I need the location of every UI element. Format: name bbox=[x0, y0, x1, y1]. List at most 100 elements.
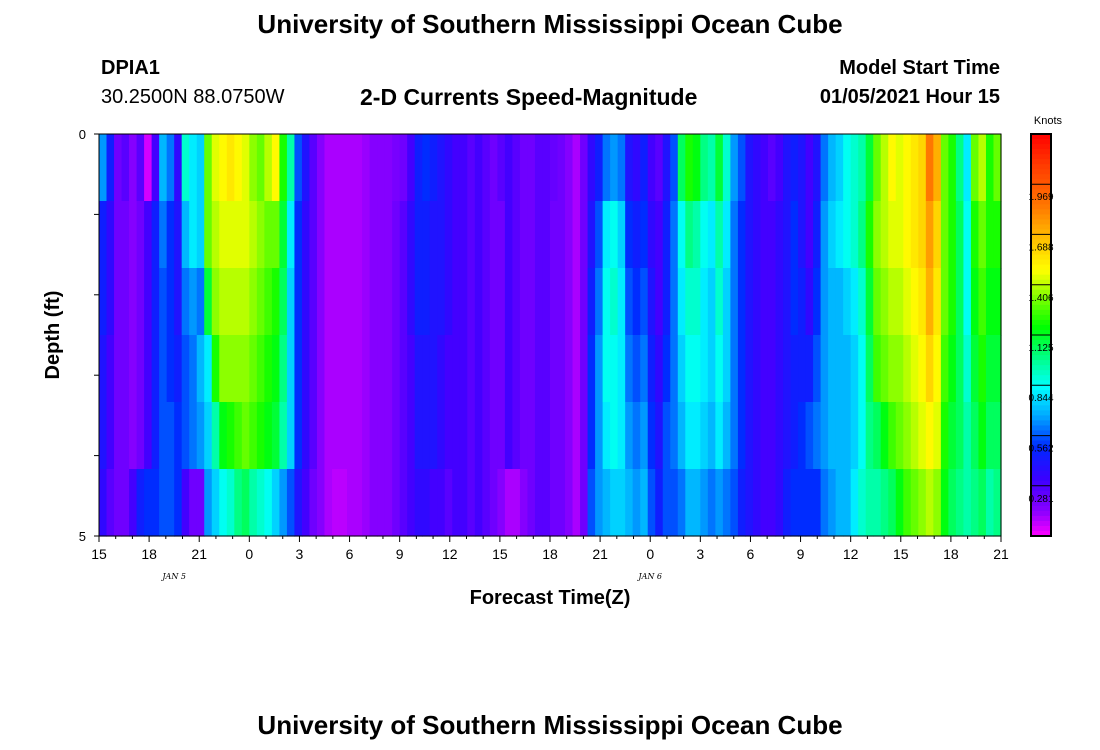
heatmap-cell bbox=[625, 335, 634, 403]
colorbar-segment bbox=[1031, 324, 1051, 331]
colorbar-tick-label: 1.406 bbox=[1028, 293, 1053, 304]
heatmap-cell bbox=[377, 469, 386, 537]
heatmap-cell bbox=[655, 402, 664, 470]
heatmap-cell bbox=[970, 469, 980, 537]
heatmap-cell bbox=[745, 402, 754, 470]
heatmap-cell bbox=[595, 402, 604, 470]
heatmap-cell bbox=[234, 134, 243, 202]
heatmap-cell bbox=[527, 201, 536, 269]
heatmap-cell bbox=[798, 201, 807, 269]
heatmap-cell bbox=[722, 134, 731, 202]
heatmap-cell bbox=[354, 402, 363, 470]
heatmap-cell bbox=[790, 335, 799, 403]
heatmap-cell bbox=[219, 402, 228, 470]
heatmap-cell bbox=[602, 134, 611, 202]
heatmap-cell bbox=[347, 469, 356, 537]
heatmap-cell bbox=[670, 268, 679, 336]
heatmap-cell bbox=[707, 134, 716, 202]
heatmap-cell bbox=[414, 469, 423, 537]
heatmap-cell bbox=[587, 268, 596, 336]
heatmap-cell bbox=[625, 201, 634, 269]
heatmap-cell bbox=[114, 201, 123, 269]
heatmap-cell bbox=[429, 268, 438, 336]
heatmap-cell bbox=[752, 268, 762, 336]
heatmap-cell bbox=[685, 402, 694, 470]
heatmap-cell bbox=[99, 268, 108, 336]
heatmap-cell bbox=[963, 402, 972, 470]
heatmap-cell bbox=[316, 268, 326, 336]
heatmap-cell bbox=[798, 402, 807, 470]
colorbar-segment bbox=[1031, 450, 1051, 457]
heatmap-cell bbox=[692, 201, 701, 269]
heatmap-cell bbox=[354, 469, 363, 537]
heatmap-cell bbox=[234, 201, 243, 269]
model-start-value: 01/05/2021 Hour 15 bbox=[819, 86, 1000, 108]
heatmap-cell bbox=[204, 134, 213, 202]
heatmap-cell bbox=[414, 402, 423, 470]
heatmap-cell bbox=[452, 469, 461, 537]
heatmap-cell bbox=[166, 402, 175, 470]
heatmap-cell bbox=[369, 134, 378, 202]
heatmap-cell bbox=[993, 469, 1002, 537]
heatmap-cell bbox=[279, 402, 288, 470]
heatmap-cell bbox=[332, 335, 341, 403]
colorbar-segment bbox=[1031, 219, 1051, 226]
heatmap-cell bbox=[474, 201, 483, 269]
heatmap-cell bbox=[474, 402, 483, 470]
heatmap-cell bbox=[129, 335, 138, 403]
heatmap-cell bbox=[550, 268, 559, 336]
heatmap-cell bbox=[850, 469, 859, 537]
heatmap-cell bbox=[843, 201, 852, 269]
heatmap-cell bbox=[933, 469, 942, 537]
heatmap-cell bbox=[264, 335, 273, 403]
heatmap-cell bbox=[767, 335, 777, 403]
heatmap-cell bbox=[219, 469, 228, 537]
colorbar-segment bbox=[1031, 530, 1051, 537]
heatmap-cell bbox=[587, 335, 596, 403]
heatmap-cell bbox=[144, 402, 153, 470]
heatmap-cell bbox=[835, 402, 844, 470]
heatmap-cell bbox=[174, 469, 183, 537]
heatmap-cell bbox=[407, 335, 416, 403]
heatmap-cell bbox=[580, 335, 589, 403]
heatmap-cell bbox=[715, 335, 724, 403]
heatmap-cell bbox=[828, 268, 837, 336]
heatmap-cell bbox=[850, 402, 859, 470]
colorbar-segment bbox=[1031, 144, 1051, 150]
heatmap-cell bbox=[497, 335, 506, 403]
heatmap-cell bbox=[910, 134, 919, 202]
colorbar-tick-label: 0.844 bbox=[1028, 393, 1053, 404]
colorbar-segment bbox=[1031, 495, 1051, 502]
heatmap-cell bbox=[264, 469, 273, 537]
x-tick-label: 15 bbox=[893, 546, 909, 562]
station-id: DPIA1 bbox=[101, 57, 160, 79]
heatmap-cell bbox=[850, 335, 859, 403]
heatmap-cell bbox=[895, 134, 904, 202]
heatmap-cell bbox=[963, 201, 972, 269]
heatmap-cell bbox=[707, 335, 716, 403]
heatmap-cell bbox=[129, 469, 138, 537]
heatmap-cell bbox=[332, 134, 341, 202]
heatmap-cell bbox=[422, 402, 431, 470]
heatmap-cell bbox=[948, 201, 957, 269]
heatmap-cell bbox=[595, 268, 604, 336]
heatmap-cell bbox=[572, 402, 581, 470]
heatmap-cell bbox=[865, 469, 874, 537]
heatmap-cell bbox=[392, 335, 401, 403]
heatmap-cell bbox=[647, 134, 656, 202]
heatmap-cell bbox=[211, 134, 220, 202]
heatmap-cell bbox=[384, 469, 393, 537]
heatmap-cell bbox=[129, 134, 138, 202]
heatmap-cell bbox=[279, 201, 288, 269]
heatmap-cell bbox=[497, 469, 506, 537]
heatmap-cell bbox=[880, 201, 889, 269]
heatmap-cell bbox=[196, 268, 205, 336]
heatmap-cell bbox=[497, 201, 506, 269]
heatmap-cell bbox=[662, 402, 671, 470]
heatmap-cell bbox=[873, 335, 882, 403]
heatmap-cell bbox=[925, 335, 934, 403]
heatmap-cell bbox=[542, 268, 551, 336]
heatmap-cell bbox=[707, 402, 716, 470]
heatmap-cell bbox=[647, 268, 656, 336]
x-tick-label: 3 bbox=[696, 546, 704, 562]
